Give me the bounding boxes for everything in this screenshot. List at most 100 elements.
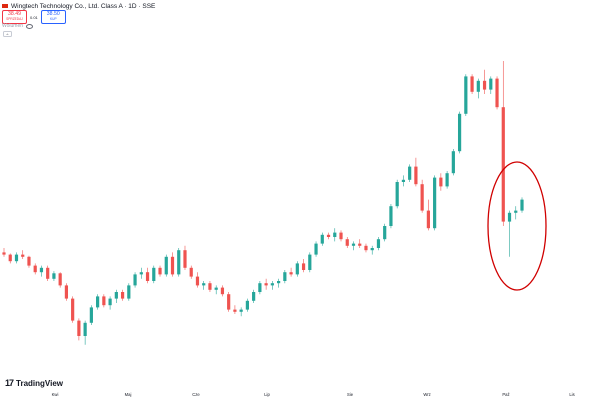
candle-body[interactable]	[189, 267, 193, 277]
candle-body[interactable]	[383, 226, 387, 240]
candle-body[interactable]	[476, 80, 480, 92]
candle-body[interactable]	[77, 320, 81, 336]
candle-body[interactable]	[295, 263, 299, 275]
candle-body[interactable]	[145, 272, 150, 281]
candle-body[interactable]	[358, 243, 362, 246]
candle-body[interactable]	[395, 182, 399, 207]
candle-body[interactable]	[170, 256, 175, 275]
candle-body[interactable]	[52, 273, 56, 279]
candle-body[interactable]	[345, 239, 349, 246]
candle-body[interactable]	[451, 151, 455, 174]
volume-indicator: Wolumen	[2, 23, 34, 29]
candle-body[interactable]	[258, 283, 262, 292]
chart-header: Wingtech Technology Co., Ltd. Class A · …	[2, 1, 155, 11]
candle-body[interactable]	[289, 272, 293, 275]
candle-body[interactable]	[114, 292, 118, 299]
candle-body[interactable]	[264, 283, 268, 286]
candle-body[interactable]	[420, 184, 424, 211]
x-tick-label: Cze	[192, 392, 200, 397]
candle-body[interactable]	[195, 276, 200, 286]
candle-body[interactable]	[520, 199, 524, 211]
candle-body[interactable]	[414, 166, 418, 185]
candle-body[interactable]	[301, 263, 306, 270]
candle-body[interactable]	[507, 212, 512, 222]
candle-body[interactable]	[27, 256, 31, 266]
candle-body[interactable]	[482, 80, 487, 90]
candle-body[interactable]	[408, 166, 412, 180]
x-tick-label: Lis	[569, 392, 574, 397]
candle-body[interactable]	[239, 309, 243, 312]
candle-body[interactable]	[39, 267, 44, 273]
candle-body[interactable]	[233, 309, 237, 312]
candle-body[interactable]	[133, 274, 137, 286]
candle-body[interactable]	[245, 300, 249, 310]
candle-body[interactable]	[164, 256, 168, 275]
candle-body[interactable]	[64, 285, 69, 299]
candle-body[interactable]	[457, 113, 462, 152]
candle-body[interactable]	[401, 179, 406, 182]
candle-body[interactable]	[14, 254, 19, 262]
candle-body[interactable]	[389, 206, 393, 226]
candle-body[interactable]	[183, 250, 187, 268]
candle-body[interactable]	[514, 210, 518, 213]
candle-body[interactable]	[464, 76, 468, 114]
tradingview-logo[interactable]: 17 TradingView	[5, 378, 63, 388]
candle-body[interactable]	[202, 283, 206, 286]
candle-body[interactable]	[501, 107, 505, 222]
candle-body[interactable]	[58, 273, 62, 286]
candle-body[interactable]	[83, 322, 87, 336]
candle-body[interactable]	[270, 283, 274, 286]
candle-body[interactable]	[208, 283, 212, 290]
volume-label: Wolumen	[2, 23, 24, 29]
candle-body[interactable]	[214, 287, 218, 290]
eye-icon[interactable]	[26, 23, 34, 29]
candle-body[interactable]	[308, 254, 312, 270]
candle-body[interactable]	[139, 272, 143, 275]
collapse-row: ^	[3, 31, 12, 37]
highlight-ellipse	[487, 161, 547, 291]
candle-body[interactable]	[21, 254, 25, 257]
candle-body[interactable]	[127, 285, 131, 299]
candle-body[interactable]	[120, 292, 125, 299]
candle-body[interactable]	[177, 250, 181, 275]
sell-button[interactable]: 38.49 SPRZEDAJ	[2, 10, 27, 24]
candle-body[interactable]	[2, 252, 6, 255]
candle-body[interactable]	[220, 287, 225, 295]
candle-body[interactable]	[370, 248, 374, 251]
collapse-legend-button[interactable]: ^	[3, 31, 12, 37]
candle-body[interactable]	[152, 267, 156, 281]
candle-body[interactable]	[376, 239, 381, 248]
candle-body[interactable]	[158, 267, 162, 275]
candle-body[interactable]	[333, 232, 337, 237]
candle-body[interactable]	[470, 76, 474, 92]
candle-body[interactable]	[426, 210, 430, 229]
candle-body[interactable]	[326, 234, 331, 237]
candle-body[interactable]	[439, 177, 443, 187]
candle-body[interactable]	[283, 272, 287, 281]
symbol-title[interactable]: Wingtech Technology Co., Ltd. Class A · …	[11, 2, 156, 10]
candle-body[interactable]	[364, 245, 368, 251]
candle-body[interactable]	[252, 292, 256, 301]
buy-button[interactable]: 38.50 KUP	[40, 10, 66, 24]
candle-body[interactable]	[320, 234, 324, 244]
candle-body[interactable]	[495, 78, 499, 108]
candle-body[interactable]	[33, 265, 37, 273]
candle-body[interactable]	[46, 267, 50, 279]
candle-body[interactable]	[89, 307, 93, 323]
candle-body[interactable]	[96, 296, 100, 308]
candle-body[interactable]	[445, 173, 449, 187]
candle-body[interactable]	[102, 296, 106, 306]
candle-body[interactable]	[489, 78, 493, 90]
candle-body[interactable]	[108, 298, 112, 306]
candle-body[interactable]	[71, 298, 75, 321]
candle-body[interactable]	[227, 294, 231, 310]
candle-body[interactable]	[277, 281, 281, 284]
candle-body[interactable]	[339, 232, 343, 240]
x-tick-label: Lip	[264, 392, 270, 397]
candle-body[interactable]	[351, 243, 356, 246]
candle-body[interactable]	[433, 177, 437, 229]
candle-body[interactable]	[314, 243, 318, 255]
tradingview-logo-icon: 17	[5, 378, 14, 388]
candle-body[interactable]	[8, 254, 12, 262]
